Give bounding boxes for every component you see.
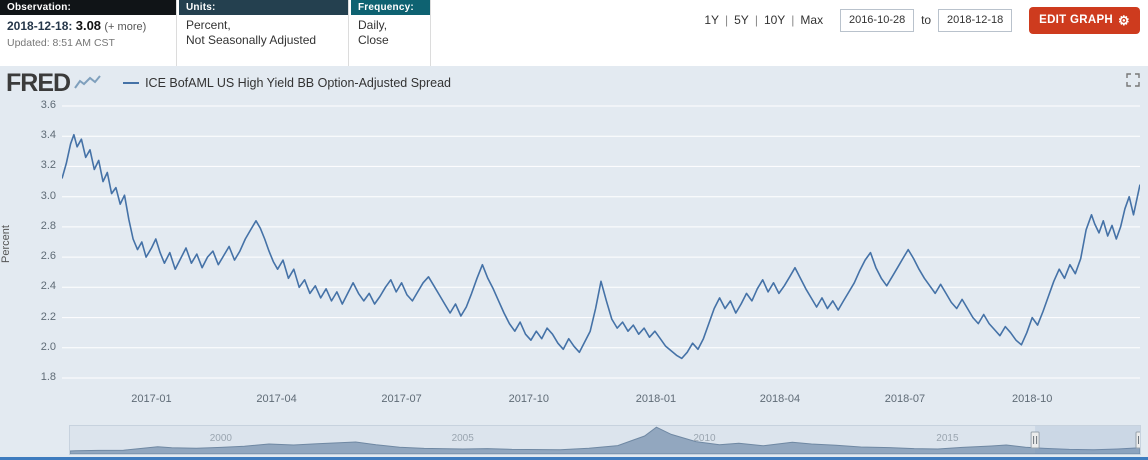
fred-logo-text: FRED xyxy=(6,68,71,97)
range-selector: 1Y | 5Y | 10Y | Max xyxy=(704,13,823,27)
y-tick-label: 3.2 xyxy=(40,159,56,172)
observation-date: 2018-12-18: xyxy=(7,19,73,33)
x-tick-label: 2017-07 xyxy=(381,393,422,405)
graph-controls: 1Y | 5Y | 10Y | Max to EDIT GRAPH ⚙ xyxy=(660,6,1142,34)
series-line xyxy=(62,133,1140,360)
y-tick-label: 2.2 xyxy=(40,310,56,323)
x-tick-label: 2018-01 xyxy=(635,393,677,405)
series-legend[interactable]: ICE BofAML US High Yield BB Option-Adjus… xyxy=(123,76,451,90)
x-tick-label: 2017-04 xyxy=(256,393,297,405)
y-tick-label: 1.8 xyxy=(40,371,56,383)
more-observations-link[interactable]: (+ more) xyxy=(104,21,147,33)
units-box: Units: Percent, Not Seasonally Adjusted xyxy=(179,0,349,66)
observation-box: Observation: 2018-12-18: 3.08 (+ more) U… xyxy=(0,0,177,66)
observation-label: Observation: xyxy=(0,0,176,15)
graph-area: FRED ICE BofAML US High Yield BB Option-… xyxy=(0,66,1148,460)
edit-graph-button[interactable]: EDIT GRAPH ⚙ xyxy=(1029,6,1140,34)
range-separator: | xyxy=(725,13,729,27)
navigator-year-label: 2010 xyxy=(693,433,716,444)
main-chart-plot[interactable] xyxy=(62,98,1140,388)
y-tick-label: 2.4 xyxy=(40,280,56,293)
fred-logo[interactable]: FRED xyxy=(6,69,101,98)
frequency-value-line2: Close xyxy=(358,33,389,47)
x-tick-label: 2018-07 xyxy=(884,393,926,405)
y-axis-title: Percent xyxy=(0,225,12,263)
frequency-box: Frequency: Daily, Close xyxy=(351,0,431,66)
graph-header: FRED ICE BofAML US High Yield BB Option-… xyxy=(6,69,451,97)
x-tick-label: 2017-10 xyxy=(508,393,549,405)
frequency-label: Frequency: xyxy=(351,0,430,15)
handle-grip[interactable] xyxy=(1030,431,1040,449)
range-separator: | xyxy=(754,13,758,27)
range-5y[interactable]: 5Y xyxy=(734,13,749,27)
range-10y[interactable]: 10Y xyxy=(763,13,786,27)
gear-icon: ⚙ xyxy=(1118,12,1130,28)
y-tick-label: 3.4 xyxy=(40,129,56,142)
y-tick-label: 2.0 xyxy=(40,340,56,353)
fullscreen-icon[interactable] xyxy=(1126,73,1140,87)
fred-logo-sparkline-icon xyxy=(74,75,101,89)
navigator-mini-chart[interactable] xyxy=(69,425,1141,455)
y-tick-label: 2.6 xyxy=(40,250,56,263)
navigator-left-handle[interactable] xyxy=(1030,431,1040,449)
x-tick-label: 2018-10 xyxy=(1012,393,1053,405)
date-from-input[interactable] xyxy=(840,8,915,32)
range-max[interactable]: Max xyxy=(800,13,824,27)
observation-updated: Updated: 8:51 AM CST xyxy=(7,37,115,49)
navigator-area-series xyxy=(70,426,1140,454)
x-tick-label: 2018-04 xyxy=(759,393,801,405)
navigator-year-label: 2005 xyxy=(451,433,474,444)
units-label: Units: xyxy=(179,0,348,15)
navigator-right-handle[interactable] xyxy=(1135,431,1140,449)
range-1y[interactable]: 1Y xyxy=(704,13,719,27)
legend-line-swatch xyxy=(123,82,140,84)
y-tick-label: 2.8 xyxy=(40,219,56,232)
edit-graph-label: EDIT GRAPH xyxy=(1039,14,1114,26)
x-tick-label: 2017-01 xyxy=(131,393,172,405)
date-to-input[interactable] xyxy=(938,8,1013,32)
navigator-selected-range[interactable] xyxy=(1035,426,1140,454)
to-label: to xyxy=(921,13,932,27)
frequency-value-line1: Daily, xyxy=(358,18,388,32)
units-value-line1: Percent, xyxy=(186,18,231,32)
navigator-year-label: 2015 xyxy=(936,433,959,444)
legend-series-title: ICE BofAML US High Yield BB Option-Adjus… xyxy=(145,76,452,90)
bottom-accent-rule xyxy=(0,457,1148,460)
navigator-year-label: 2000 xyxy=(209,433,232,444)
units-value-line2: Not Seasonally Adjusted xyxy=(186,33,317,47)
y-tick-label: 3.6 xyxy=(40,99,56,111)
graph-meta-bar: Observation: 2018-12-18: 3.08 (+ more) U… xyxy=(0,0,1148,66)
range-separator: | xyxy=(791,13,795,27)
observation-value: 3.08 xyxy=(75,18,102,33)
y-tick-label: 3.0 xyxy=(40,189,56,202)
